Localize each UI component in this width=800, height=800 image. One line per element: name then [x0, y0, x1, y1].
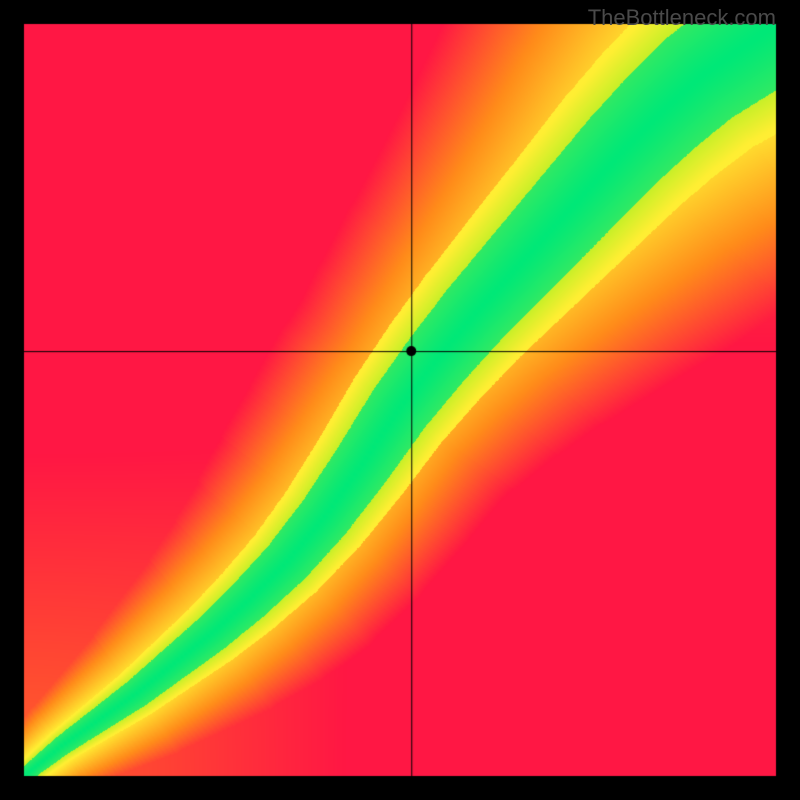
- watermark-text: TheBottleneck.com: [588, 5, 776, 31]
- chart-container: TheBottleneck.com: [0, 0, 800, 800]
- heatmap-canvas: [0, 0, 800, 800]
